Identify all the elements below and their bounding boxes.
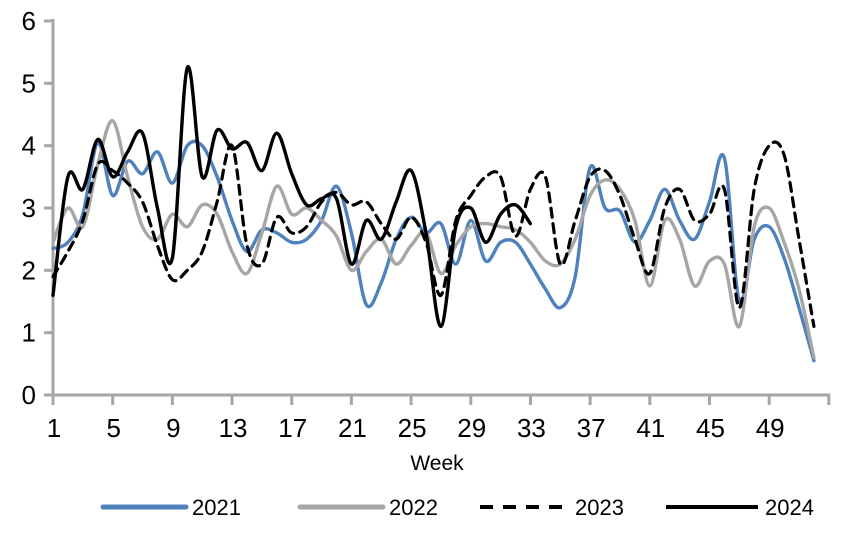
- legend-item-2023: 2023: [480, 495, 624, 520]
- series-line-2024: [51, 65, 533, 329]
- legend-label-2023: 2023: [575, 495, 624, 520]
- y-axis-tick-label: 1: [22, 318, 36, 348]
- x-axis-tick-label: 37: [577, 413, 606, 443]
- x-axis-tick-label: 21: [338, 413, 367, 443]
- legend-label-2021: 2021: [192, 495, 241, 520]
- x-axis-tick-label: 45: [696, 413, 725, 443]
- legend-item-2022: 2022: [297, 495, 438, 520]
- x-axis-tick-label: 33: [517, 413, 546, 443]
- x-axis-tick-label: 9: [166, 413, 180, 443]
- x-axis-tick-label: 25: [398, 413, 427, 443]
- legend-label-2024: 2024: [765, 495, 814, 520]
- legend-item-2021: 2021: [100, 495, 241, 520]
- series-line-2022: [51, 118, 816, 360]
- legend-label-2022: 2022: [389, 495, 438, 520]
- x-axis-tick-label: 13: [219, 413, 248, 443]
- x-axis-tick-label: 41: [636, 413, 665, 443]
- legend: 2021 2022 2023 2024: [100, 495, 814, 520]
- x-axis-tick-label: 17: [278, 413, 307, 443]
- y-axis-tick-label: 5: [22, 68, 36, 98]
- y-axis-tick-label: 3: [22, 193, 36, 223]
- y-axis-tick-label: 4: [22, 131, 36, 161]
- x-axis-tick-label: 49: [756, 413, 785, 443]
- series-line-2023: [51, 140, 816, 328]
- y-axis-tick-label: 2: [22, 255, 36, 285]
- x-axis-tick-label: 5: [106, 413, 120, 443]
- x-axis-title: Week: [410, 452, 464, 475]
- y-axis-tick-label: 6: [22, 6, 36, 36]
- x-axis-tick-label: 29: [457, 413, 486, 443]
- legend-item-2024: 2024: [666, 495, 814, 520]
- y-axis-tick-label: 0: [22, 380, 36, 410]
- x-axis-tick-label: 1: [47, 413, 61, 443]
